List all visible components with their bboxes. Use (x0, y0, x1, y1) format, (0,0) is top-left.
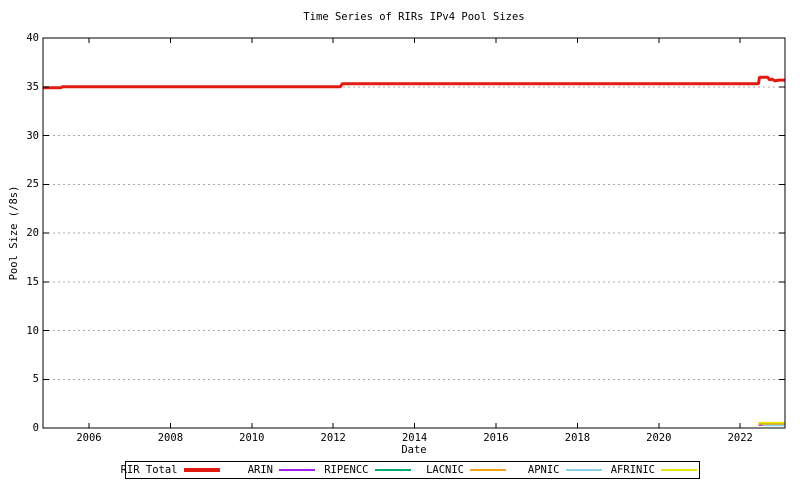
x-tick-label: 2006 (76, 432, 102, 444)
legend-label: LACNIC (426, 464, 464, 476)
legend-line-swatch (470, 469, 506, 471)
legend-entry: ARIN (222, 464, 318, 476)
y-tick-label: 5 (32, 373, 39, 386)
x-tick-label: 2018 (564, 432, 591, 444)
legend-box: RIR Total ARIN RIPENCC LACNIC APNIC AFRINIC (121, 461, 700, 479)
legend-line-swatch (661, 469, 697, 471)
legend-line-swatch (565, 469, 602, 471)
x-tick-label: 2008 (157, 432, 184, 444)
legend-label: AFRINIC (610, 464, 655, 476)
y-tick-label: 40 (26, 32, 39, 44)
legend-line-swatch (183, 468, 220, 472)
y-tick-label: 15 (26, 275, 39, 288)
x-tick-label: 2020 (646, 432, 672, 444)
legend-entry: RIR Total (121, 464, 222, 476)
x-tick-label: 2012 (320, 432, 346, 444)
legend-line-swatch (279, 469, 315, 471)
legend-line-swatch (374, 469, 411, 471)
x-axis-title: Date (401, 444, 427, 456)
legend-label: ARIN (247, 464, 273, 476)
legend-label: RIR Total (120, 464, 178, 476)
x-tick-label: 2010 (239, 432, 265, 444)
x-tick-label: 2022 (727, 432, 753, 444)
y-tick-label: 35 (26, 80, 39, 93)
legend-entry: APNIC (508, 464, 604, 476)
series-line-rir-total (43, 75, 785, 90)
legend-entry: LACNIC (413, 464, 509, 476)
legend-entry: RIPENCC (317, 464, 413, 476)
y-tick-label: 10 (26, 324, 39, 337)
legend-entry: AFRINIC (604, 464, 700, 476)
legend-label: RIPENCC (324, 464, 369, 476)
x-tick-label: 2016 (483, 432, 509, 444)
x-tick-label: 2014 (401, 432, 428, 444)
chart-title: Time Series of RIRs IPv4 Pool Sizes (303, 11, 525, 23)
legend-label: APNIC (527, 464, 560, 476)
y-tick-label: 20 (26, 227, 39, 239)
y-tick-label: 0 (32, 422, 39, 434)
y-tick-label: 25 (26, 178, 39, 191)
y-tick-label: 30 (26, 129, 39, 142)
